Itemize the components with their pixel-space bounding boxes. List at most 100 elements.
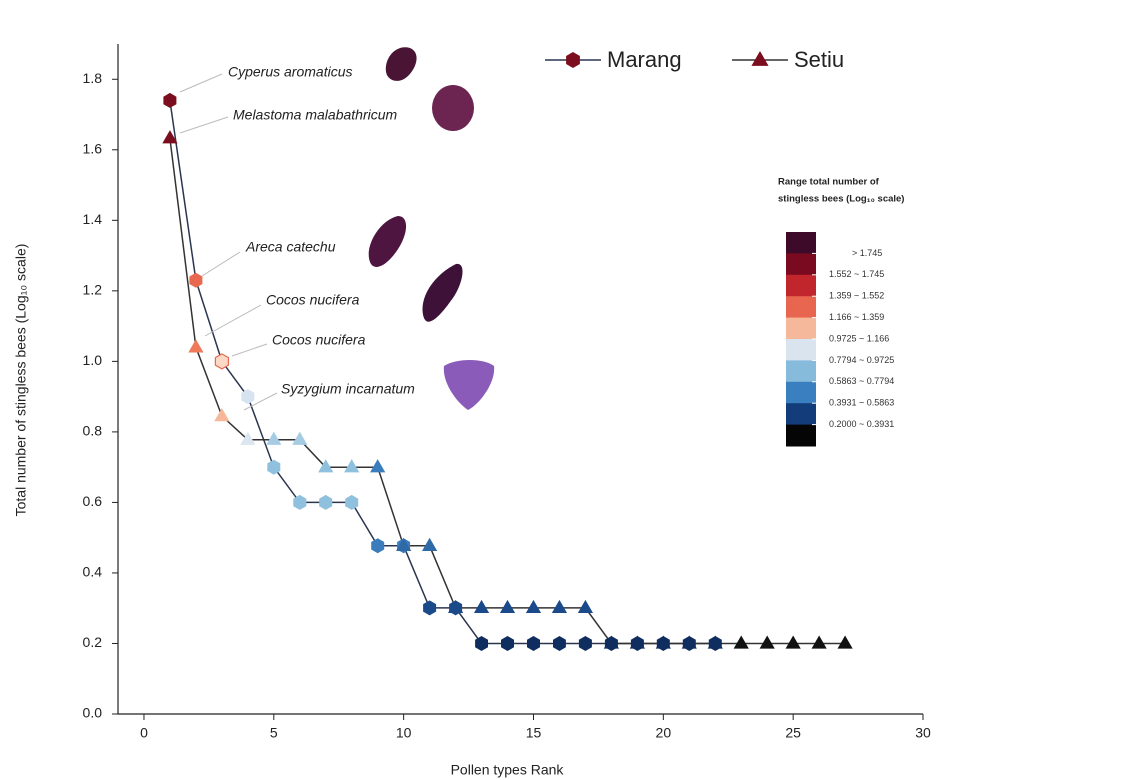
data-point <box>293 494 307 510</box>
pollen-images <box>368 47 495 410</box>
data-point <box>447 599 464 614</box>
series-line <box>169 138 846 645</box>
data-point <box>629 635 645 649</box>
data-point <box>733 635 749 649</box>
colorbar-cell <box>786 360 816 383</box>
y-tick-label: 1.0 <box>83 352 103 368</box>
x-tick-label: 0 <box>140 725 148 741</box>
data-point <box>785 635 801 649</box>
data-point <box>162 130 178 144</box>
data-point <box>603 635 619 649</box>
data-point <box>267 459 281 475</box>
x-tick-label: 20 <box>656 725 672 741</box>
data-point <box>266 431 282 445</box>
data-point <box>837 635 853 649</box>
colorbar-cell <box>786 317 816 340</box>
data-point <box>241 389 255 405</box>
y-tick-label: 1.4 <box>83 211 103 227</box>
x-tick-label: 25 <box>785 725 801 741</box>
legend-label: Setiu <box>794 47 844 72</box>
data-point <box>707 635 723 649</box>
x-tick-label: 10 <box>396 725 412 741</box>
data-point <box>655 635 671 649</box>
data-point <box>499 599 516 614</box>
x-axis-title: Pollen types Rank <box>451 762 565 778</box>
data-point <box>553 636 566 651</box>
data-point <box>189 272 203 288</box>
annotation: Melastoma malabathricum <box>233 107 398 123</box>
colorbar-label: > 1.745 <box>852 248 882 258</box>
data-point <box>423 600 437 616</box>
data-point <box>527 636 540 651</box>
y-axis-title: Total number of stingless bees (Log₁₀ sc… <box>13 244 29 517</box>
y-tick-label: 0.0 <box>83 705 103 721</box>
annotation: Cocos nucifera <box>266 292 360 308</box>
annotation: Cocos nucifera <box>272 332 366 348</box>
colorbar-title: stingless bees (Log₁₀ scale) <box>778 194 904 205</box>
x-tick-label: 5 <box>270 725 278 741</box>
colorbar-label: 0.9725 ~ 1.166 <box>829 333 889 343</box>
leader-line <box>179 116 229 134</box>
leader-line <box>204 304 262 337</box>
data-point <box>759 635 775 649</box>
data-point <box>292 431 308 445</box>
annotation: Cyperus aromaticus <box>228 64 353 80</box>
y-tick-label: 0.2 <box>83 634 103 650</box>
data-point <box>681 635 697 649</box>
data-point <box>811 635 827 649</box>
data-point <box>318 459 334 473</box>
colorbar-title: Range total number of <box>778 177 880 188</box>
data-point <box>344 459 360 473</box>
colorbar-label: 0.7794 ~ 0.9725 <box>829 355 894 365</box>
colorbar-cell <box>786 424 816 447</box>
colorbar-cell <box>786 274 816 297</box>
data-point <box>240 431 256 445</box>
pollen-image <box>422 263 463 322</box>
data-point <box>370 459 386 473</box>
data-point <box>551 599 568 614</box>
data-point <box>578 636 592 651</box>
y-tick-label: 1.6 <box>83 140 103 156</box>
colorbar-cell <box>786 339 816 361</box>
data-point <box>371 538 385 554</box>
data-point <box>319 494 333 510</box>
colorbar-cell <box>786 381 816 404</box>
data-point <box>473 599 490 614</box>
data-point <box>422 537 438 551</box>
colorbar-label: 1.359 ~ 1.552 <box>829 291 884 301</box>
y-tick-label: 0.6 <box>83 493 103 509</box>
pollen-image <box>368 216 407 267</box>
colorbar-cell <box>786 296 816 319</box>
legend-marker <box>566 52 580 68</box>
pollen-image <box>443 360 495 410</box>
annotation: Syzygium incarnatum <box>281 381 415 397</box>
data-point <box>475 636 488 651</box>
y-tick-label: 1.2 <box>83 282 103 298</box>
colorbar-label: 1.166 ~ 1.359 <box>829 312 884 322</box>
colorbar-label: 1.552 ~ 1.745 <box>829 269 884 279</box>
legend-label: Marang <box>607 47 682 72</box>
data-point <box>188 339 204 353</box>
colorbar-cell <box>786 253 816 276</box>
x-tick-label: 15 <box>526 725 542 741</box>
data-point <box>214 408 230 422</box>
leader-line <box>179 73 223 93</box>
data-point <box>214 353 229 370</box>
data-point <box>501 636 514 651</box>
data-point <box>525 599 542 614</box>
legend-marker <box>751 51 769 66</box>
colorbar-label: 0.3931 ~ 0.5863 <box>829 398 894 408</box>
series-line <box>169 100 716 645</box>
annotation: Areca catechu <box>245 239 336 255</box>
y-tick-label: 0.8 <box>83 423 103 439</box>
data-point <box>577 599 594 614</box>
data-point <box>396 537 412 551</box>
colorbar-cell <box>786 403 816 426</box>
leader-line <box>243 392 278 411</box>
colorbar-cell <box>786 232 816 254</box>
leader-line <box>231 343 268 357</box>
colorbar-label: 0.5863 ~ 0.7794 <box>829 376 894 386</box>
colorbar-label: 0.2000 ~ 0.3931 <box>829 419 894 429</box>
